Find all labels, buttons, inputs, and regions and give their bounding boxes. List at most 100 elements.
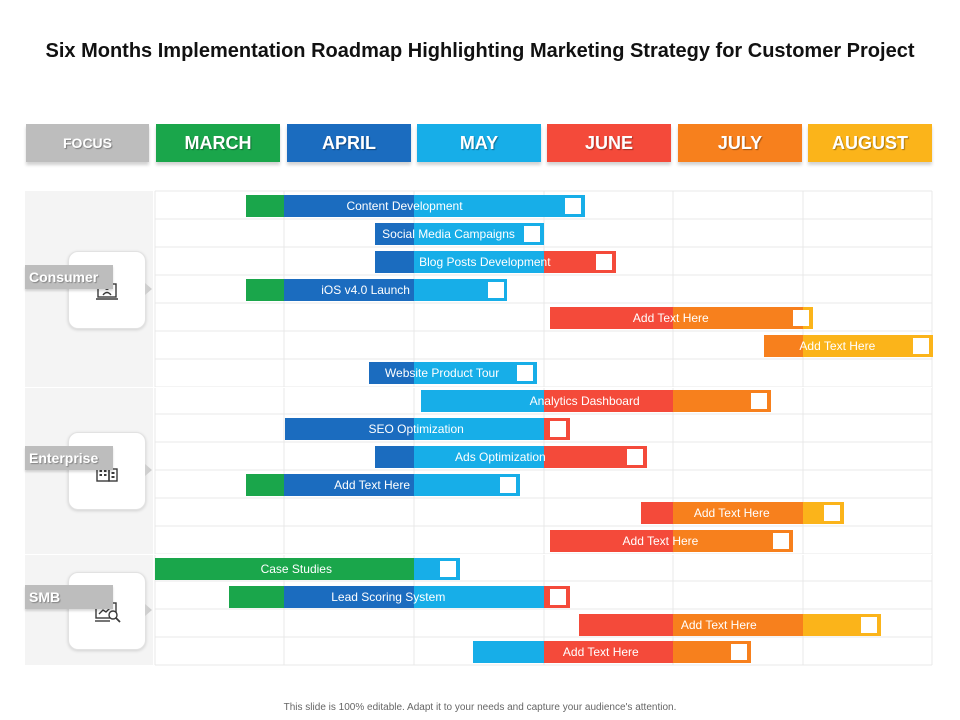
header-month-may: MAY <box>417 124 541 162</box>
task-checkbox[interactable] <box>565 198 582 214</box>
task-checkbox[interactable] <box>439 560 456 577</box>
card-pointer <box>145 464 152 476</box>
task-label: Website Product Tour <box>384 366 500 381</box>
task-bar: Case Studies <box>155 557 460 580</box>
task-bar-segment <box>375 446 414 469</box>
segment-label-enterprise: Enterprise <box>25 446 113 470</box>
task-bar-segment <box>283 585 414 608</box>
task-bar-segment <box>420 390 544 413</box>
task-bar: Analytics Dashboard <box>420 390 771 413</box>
task-checkbox[interactable] <box>517 365 534 382</box>
task-bar-segment <box>413 195 586 217</box>
task-label: Lead Scoring System <box>331 589 446 604</box>
task-label: Add Text Here <box>622 533 699 548</box>
card-pointer <box>145 604 152 616</box>
task-label: SEO Optimization <box>368 422 464 437</box>
task-checkbox[interactable] <box>824 504 841 521</box>
task-bar-segment <box>413 362 538 385</box>
task-checkbox[interactable] <box>627 449 644 466</box>
task-bar: Lead Scoring System <box>228 585 570 608</box>
segment-label-consumer: Consumer <box>25 265 113 289</box>
footer-note: This slide is 100% editable. Adapt it to… <box>283 702 677 713</box>
task-bar-segment <box>245 278 284 301</box>
task-bar-segment <box>413 222 544 245</box>
task-bar-segment <box>413 585 544 608</box>
task-bar: Add Text Here <box>764 334 933 357</box>
segment-divider <box>25 387 932 388</box>
task-bar-segment <box>155 557 414 580</box>
segment-card-consumer <box>68 251 146 329</box>
task-bar-segment <box>283 278 414 301</box>
task-bar-segment <box>413 250 544 273</box>
task-bar: Ads Optimization <box>375 446 648 469</box>
task-label: Analytics Dashboard <box>529 394 640 409</box>
task-label: Add Text Here <box>562 645 639 660</box>
task-bar-segment <box>228 585 284 608</box>
task-bar-segment <box>245 195 284 217</box>
task-label: iOS v4.0 Launch <box>321 282 410 297</box>
page-title: Six Months Implementation Roadmap Highli… <box>45 40 915 62</box>
task-bar-segment <box>375 222 414 245</box>
task-bar-segment <box>543 641 673 664</box>
task-bar: Add Text Here <box>245 474 521 496</box>
task-bar: Website Product Tour <box>368 362 538 385</box>
task-bar: Add Text Here <box>550 529 793 552</box>
task-bar-segment <box>283 474 414 496</box>
task-bar-segment <box>550 529 673 552</box>
task-label: Blog Posts Development <box>419 254 551 269</box>
task-bar: Add Text Here <box>472 641 752 664</box>
header-month-august: AUGUST <box>808 124 932 162</box>
task-label: Add Text Here <box>334 478 410 492</box>
segment-divider <box>25 554 932 555</box>
header-month-march: MARCH <box>156 124 280 162</box>
task-checkbox[interactable] <box>549 588 566 605</box>
task-label: Content Development <box>346 199 463 213</box>
task-checkbox[interactable] <box>750 393 767 410</box>
task-checkbox[interactable] <box>596 253 613 270</box>
task-bar-segment <box>672 306 803 329</box>
task-bar: Content Development <box>245 195 586 217</box>
task-bar-segment <box>472 641 544 664</box>
task-bar-segment <box>578 613 673 636</box>
task-bar-segment <box>543 390 673 413</box>
task-bar: Add Text Here <box>550 306 814 329</box>
task-checkbox[interactable] <box>487 281 504 298</box>
task-bar: Social Media Campaigns <box>375 222 544 245</box>
task-label: Social Media Campaigns <box>382 226 515 241</box>
task-label: Add Text Here <box>680 617 757 632</box>
task-bar-segment <box>672 390 771 413</box>
task-label: Case Studies <box>260 561 332 576</box>
task-bar-segment <box>413 474 521 496</box>
task-bar-segment <box>672 613 803 636</box>
task-bar: iOS v4.0 Launch <box>245 278 508 301</box>
task-bar: Blog Posts Development <box>375 250 617 273</box>
task-checkbox[interactable] <box>772 532 789 549</box>
task-bar-segment <box>550 306 673 329</box>
task-checkbox[interactable] <box>793 309 810 326</box>
task-bar-segment <box>672 529 793 552</box>
task-bar-segment <box>802 334 933 357</box>
task-bar-segment <box>283 195 414 217</box>
task-checkbox[interactable] <box>549 421 566 438</box>
task-bar: SEO Optimization <box>284 418 570 441</box>
task-bar-segment <box>413 278 508 301</box>
task-bar-segment <box>641 501 673 524</box>
task-bar-segment <box>543 446 648 469</box>
task-bar: Add Text Here <box>578 613 881 636</box>
task-checkbox[interactable] <box>523 225 540 242</box>
task-label: Ads Optimization <box>455 450 546 465</box>
task-checkbox[interactable] <box>731 644 748 661</box>
task-bar: Add Text Here <box>641 501 845 524</box>
header-month-april: APRIL <box>287 124 411 162</box>
header-focus: FOCUS <box>26 124 149 162</box>
task-checkbox[interactable] <box>860 616 877 633</box>
task-checkbox[interactable] <box>912 337 929 354</box>
card-pointer <box>145 283 152 295</box>
segment-label-smb: SMB <box>25 585 113 609</box>
task-label: Add Text Here <box>693 505 770 520</box>
task-bar-segment <box>284 418 414 441</box>
task-bar-segment <box>375 250 414 273</box>
segment-card-enterprise <box>68 432 146 510</box>
task-bar-segment <box>245 474 284 496</box>
task-checkbox[interactable] <box>500 477 517 493</box>
